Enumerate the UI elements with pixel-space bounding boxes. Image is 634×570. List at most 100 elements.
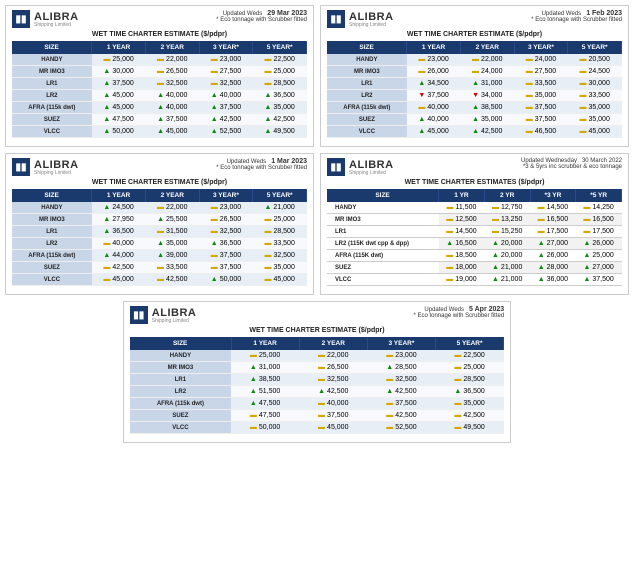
rate-cell: ▬32,500 xyxy=(299,374,367,386)
col-header: 2 YEAR xyxy=(299,337,367,350)
col-header: 2 YR xyxy=(484,189,530,202)
rate-value: 20,000 xyxy=(501,252,522,259)
rate-value: 49,500 xyxy=(273,128,294,135)
rate-value: 27,500 xyxy=(220,68,241,75)
rate-cell: ▲37,500 xyxy=(576,274,622,286)
row-label: LR2 xyxy=(130,386,231,398)
trend-icon: ▬ xyxy=(418,104,425,111)
trend-icon: ▬ xyxy=(318,412,325,419)
rate-cell: ▲50,000 xyxy=(92,126,146,138)
rate-cell: ▲35,000 xyxy=(460,114,514,126)
row-label: LR2 xyxy=(327,90,407,102)
rate-cell: ▲28,000 xyxy=(530,262,576,274)
rate-value: 33,500 xyxy=(535,80,556,87)
rate-cell: ▲45,000 xyxy=(145,126,199,138)
rate-cell: ▲35,000 xyxy=(145,238,199,250)
rate-value: 40,000 xyxy=(166,92,187,99)
rate-cell: ▬23,000 xyxy=(199,54,253,66)
layout-grid: ▮▮ ALIBRAShipping Limited Updated Weds 2… xyxy=(5,5,629,295)
trend-icon: ▬ xyxy=(579,92,586,99)
rate-cell: ▬30,000 xyxy=(568,78,622,90)
trend-icon: ▬ xyxy=(492,204,499,211)
rate-cell: ▲36,500 xyxy=(199,238,253,250)
trend-icon: ▬ xyxy=(386,400,393,407)
trend-icon: ▬ xyxy=(447,204,454,211)
rate-table: SIZE1 YEAR2 YEAR3 YEAR*5 YEAR*HANDY▬23,0… xyxy=(327,41,622,138)
trend-icon: ▬ xyxy=(264,264,271,271)
trend-icon: ▬ xyxy=(157,264,164,271)
card-30mar2022: ▮▮ ALIBRAShipping Limited Updated Wednes… xyxy=(320,153,629,295)
trend-icon: ▲ xyxy=(103,104,110,111)
row-label: HANDY xyxy=(12,202,92,214)
rate-cell: ▲49,500 xyxy=(253,126,307,138)
rate-value: 30,000 xyxy=(588,80,609,87)
trend-icon: ▲ xyxy=(538,276,545,283)
trend-icon: ▲ xyxy=(472,128,479,135)
rate-value: 14,250 xyxy=(592,204,613,211)
rate-cell: ▲52,500 xyxy=(199,126,253,138)
rate-value: 33,500 xyxy=(588,92,609,99)
rate-value: 22,500 xyxy=(463,352,484,359)
rate-value: 37,500 xyxy=(427,92,448,99)
brand-name: ALIBRA xyxy=(34,159,79,171)
rate-cell: ▲27,000 xyxy=(576,262,622,274)
rate-table: SIZE1 YR2 YR*3 YR*5 YRHANDY▬11,500▬12,75… xyxy=(327,189,622,286)
rate-value: 13,250 xyxy=(501,216,522,223)
rate-cell: ▲38,500 xyxy=(460,102,514,114)
rate-cell: ▬45,000 xyxy=(253,274,307,286)
rate-cell: ▲40,000 xyxy=(407,114,461,126)
rate-cell: ▬18,500 xyxy=(439,250,485,262)
card-meta: Updated Wednesday 30 March 2022 *3 & 5yr… xyxy=(521,158,622,170)
rate-value: 40,000 xyxy=(166,104,187,111)
rate-cell: ▬37,500 xyxy=(199,262,253,274)
rate-cell: ▬47,500 xyxy=(231,410,299,422)
rate-cell: ▲51,500 xyxy=(231,386,299,398)
trend-icon: ▬ xyxy=(157,56,164,63)
rate-value: 45,000 xyxy=(273,276,294,283)
rate-value: 42,500 xyxy=(463,412,484,419)
trend-icon: ▲ xyxy=(250,400,257,407)
trend-icon: ▲ xyxy=(583,240,590,247)
rate-value: 36,000 xyxy=(547,276,568,283)
rate-value: 21,000 xyxy=(501,276,522,283)
trend-icon: ▲ xyxy=(103,216,110,223)
trend-icon: ▲ xyxy=(103,128,110,135)
trend-icon: ▲ xyxy=(103,80,110,87)
rate-value: 37,500 xyxy=(112,80,133,87)
col-header: SIZE xyxy=(327,41,407,54)
row-label: LR1 xyxy=(12,78,92,90)
rate-value: 22,000 xyxy=(166,56,187,63)
trend-icon: ▲ xyxy=(157,128,164,135)
rate-cell: ▬25,000 xyxy=(92,54,146,66)
rate-value: 47,500 xyxy=(112,116,133,123)
trend-icon: ▲ xyxy=(446,240,453,247)
rate-cell: ▲42,500 xyxy=(367,386,435,398)
rate-cell: ▼37,500 xyxy=(407,90,461,102)
rate-value: 42,500 xyxy=(166,276,187,283)
rate-cell: ▬35,000 xyxy=(436,398,504,410)
trend-icon: ▬ xyxy=(157,68,164,75)
rate-value: 36,500 xyxy=(112,228,133,235)
rate-value: 16,500 xyxy=(547,216,568,223)
rate-cell: ▬24,000 xyxy=(460,66,514,78)
trend-icon: ▬ xyxy=(418,56,425,63)
row-label: VLCC xyxy=(130,422,231,434)
trend-icon: ▲ xyxy=(538,240,545,247)
rate-value: 27,500 xyxy=(535,68,556,75)
trend-icon: ▲ xyxy=(103,92,110,99)
rate-value: 32,500 xyxy=(395,376,416,383)
rate-value: 22,500 xyxy=(273,56,294,63)
trend-icon: ▲ xyxy=(583,276,590,283)
rate-cell: ▲40,000 xyxy=(199,90,253,102)
rate-cell: ▬31,500 xyxy=(145,226,199,238)
rate-cell: ▬42,500 xyxy=(367,410,435,422)
rate-value: 40,000 xyxy=(220,92,241,99)
rate-cell: ▲21,000 xyxy=(253,202,307,214)
rate-cell: ▬25,000 xyxy=(231,350,299,362)
rate-cell: ▬32,500 xyxy=(367,374,435,386)
rate-value: 37,500 xyxy=(166,116,187,123)
trend-icon: ▬ xyxy=(211,228,218,235)
col-header: 2 YEAR xyxy=(145,189,199,202)
rate-table: SIZE1 YEAR2 YEAR3 YEAR*5 YEAR*HANDY▲24,5… xyxy=(12,189,307,286)
rate-cell: ▬32,500 xyxy=(199,78,253,90)
